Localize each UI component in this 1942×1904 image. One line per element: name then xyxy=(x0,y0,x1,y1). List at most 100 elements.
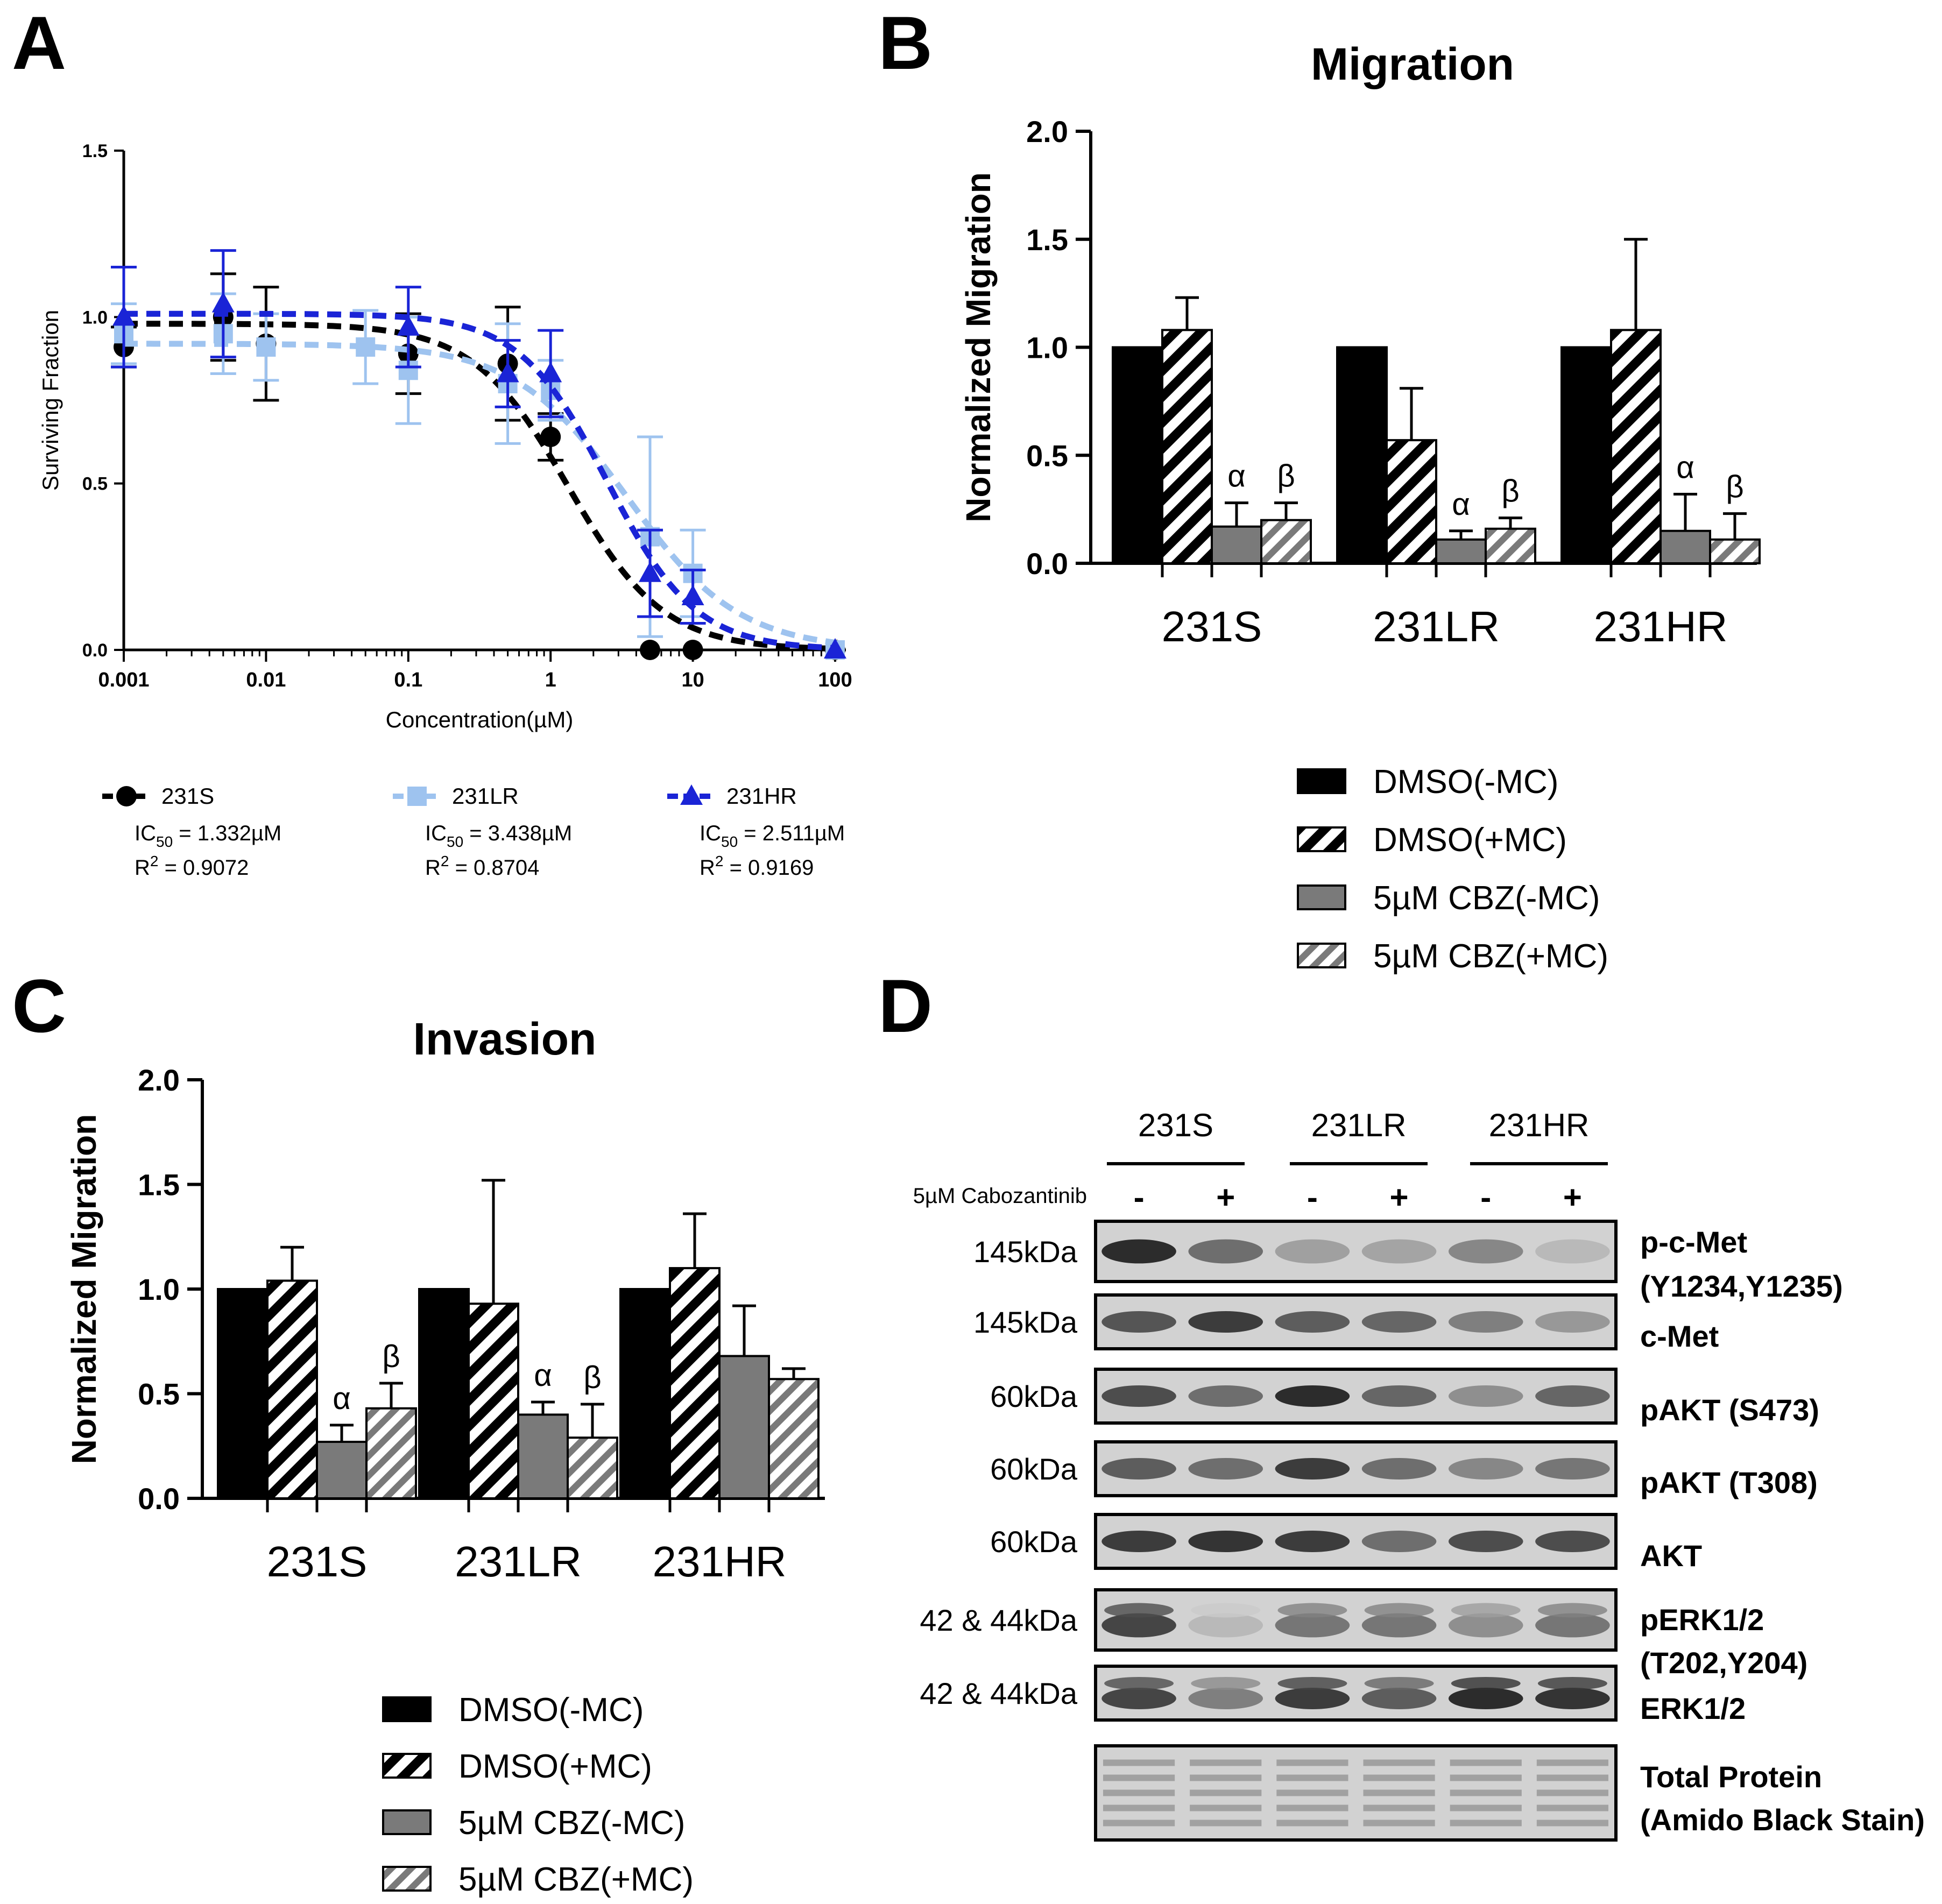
data-point xyxy=(211,292,235,313)
y-tick-label: 0.5 xyxy=(1026,438,1068,472)
bar-DMSO(-MC)-231LR xyxy=(418,1288,470,1499)
blot-row-total-protein xyxy=(1094,1744,1618,1842)
blot-row-pakt-s473- xyxy=(1094,1368,1618,1425)
band xyxy=(1275,1613,1350,1638)
band xyxy=(1275,1458,1350,1480)
data-point xyxy=(112,305,135,326)
protein-label: pAKT (S473) xyxy=(1640,1393,1819,1427)
stain-band xyxy=(1536,1789,1608,1796)
x-tick-label: 0.001 xyxy=(98,669,149,691)
blot-frame xyxy=(1094,1513,1618,1570)
blot-frame xyxy=(1094,1588,1618,1652)
stain-band xyxy=(1276,1759,1348,1766)
stain-band xyxy=(1450,1774,1522,1781)
legend-label: 5µM CBZ(+MC) xyxy=(1373,938,1608,975)
x-tick-label: 10 xyxy=(681,669,704,691)
bar-5µM CBZ(-MC)-231HR xyxy=(718,1355,770,1499)
panel-a-dose-response: 0.0 0.5 1.0 1.5 0.001 0.01 0.1 1 10 100 Concentrat… xyxy=(38,141,852,880)
molecular-weight-label: 60kDa xyxy=(990,1379,1078,1413)
panel-letter-d: D xyxy=(878,964,933,1048)
band-upper xyxy=(1364,1677,1434,1690)
y-tick-label: 2.0 xyxy=(1026,115,1068,148)
significance-label: β xyxy=(583,1360,601,1395)
legend-swatch xyxy=(382,1753,432,1779)
bar-5µM CBZ(-MC)-231LR xyxy=(1435,538,1487,565)
bar-5µM CBZ(+MC)-231HR xyxy=(1709,538,1761,565)
fit-curve xyxy=(124,310,836,651)
band xyxy=(1535,1613,1610,1638)
significance-label: α xyxy=(333,1381,351,1416)
band xyxy=(1535,1688,1610,1709)
molecular-weight-label: 145kDa xyxy=(973,1305,1078,1339)
legend-marker xyxy=(116,786,137,806)
legend-swatch xyxy=(1297,884,1346,910)
significance-label: β xyxy=(382,1339,400,1374)
bar-DMSO(-MC)-231LR xyxy=(1336,346,1388,564)
blot-group-label: 231HR xyxy=(1489,1107,1590,1143)
r2-label: R xyxy=(135,856,150,880)
molecular-weight-label: 42 & 44kDa xyxy=(920,1676,1077,1710)
stain-band xyxy=(1103,1774,1175,1781)
band-upper xyxy=(1191,1677,1261,1690)
x-tick-label: 0.01 xyxy=(246,669,286,691)
legend-swatch xyxy=(1297,943,1346,968)
r2-label: R xyxy=(425,856,441,880)
band xyxy=(1448,1531,1523,1552)
r2-superscript: 2 xyxy=(150,853,159,869)
stain-band xyxy=(1363,1804,1435,1811)
stain-band xyxy=(1190,1759,1262,1766)
legend-swatch xyxy=(382,1696,432,1722)
data-point xyxy=(824,638,846,659)
stain-band xyxy=(1363,1789,1435,1796)
r2-text: R2 = 0.8704 xyxy=(425,853,539,880)
bar-5µM CBZ(-MC)-231S xyxy=(316,1440,368,1499)
band xyxy=(1188,1458,1263,1480)
y-axis-label: Normalized Migration xyxy=(959,172,998,522)
protein-label: (Y1234,Y1235) xyxy=(1640,1269,1843,1303)
ic50-label: IC xyxy=(700,822,721,845)
band xyxy=(1535,1311,1610,1333)
ic50-text: IC50 = 2.511µM xyxy=(700,822,845,850)
treatment-sign: - xyxy=(1480,1179,1491,1215)
band xyxy=(1448,1613,1523,1638)
significance-label: α xyxy=(1227,459,1246,494)
panel-letter-c: C xyxy=(12,964,66,1048)
x-tick-label: 0.1 xyxy=(394,669,422,691)
bar-DMSO(+MC)-231S xyxy=(266,1279,318,1499)
data-point xyxy=(639,561,662,582)
y-tick-label: 1.0 xyxy=(1026,331,1068,365)
stain-band xyxy=(1190,1789,1262,1796)
y-axis-label: Surviving Fraction xyxy=(38,310,63,491)
category-label: 231LR xyxy=(1373,603,1500,650)
band xyxy=(1101,1311,1176,1333)
bar-DMSO(-MC)-231S xyxy=(217,1288,269,1499)
significance-label: β xyxy=(1277,459,1295,494)
stain-band xyxy=(1536,1820,1608,1827)
stain-band xyxy=(1363,1820,1435,1827)
series-231HR xyxy=(111,249,846,659)
band-upper xyxy=(1277,1603,1347,1618)
stain-band xyxy=(1276,1774,1348,1781)
category-label: 231S xyxy=(1162,603,1262,650)
panel-letter-b: B xyxy=(878,1,933,85)
molecular-weight-label: 42 & 44kDa xyxy=(920,1603,1077,1637)
treatment-sign: - xyxy=(1134,1179,1145,1215)
band xyxy=(1275,1239,1350,1264)
y-tick-label: 1.0 xyxy=(82,307,108,328)
legend-swatch xyxy=(1297,826,1346,852)
ic50-subscript: 50 xyxy=(447,833,463,850)
band-upper xyxy=(1537,1603,1607,1618)
band xyxy=(1188,1688,1263,1709)
bar-5µM CBZ(+MC)-231HR xyxy=(768,1378,820,1500)
band xyxy=(1101,1688,1176,1709)
legend-label: 5µM CBZ(-MC) xyxy=(1373,880,1600,917)
significance-label: α xyxy=(1676,450,1694,485)
band xyxy=(1448,1385,1523,1407)
stain-band xyxy=(1190,1820,1262,1827)
stain-band xyxy=(1103,1759,1175,1766)
y-tick-label: 0.0 xyxy=(138,1482,180,1516)
chart-title: Invasion xyxy=(413,1014,597,1064)
legend-label: 231S xyxy=(161,783,214,809)
band xyxy=(1101,1385,1176,1407)
band xyxy=(1101,1613,1176,1638)
